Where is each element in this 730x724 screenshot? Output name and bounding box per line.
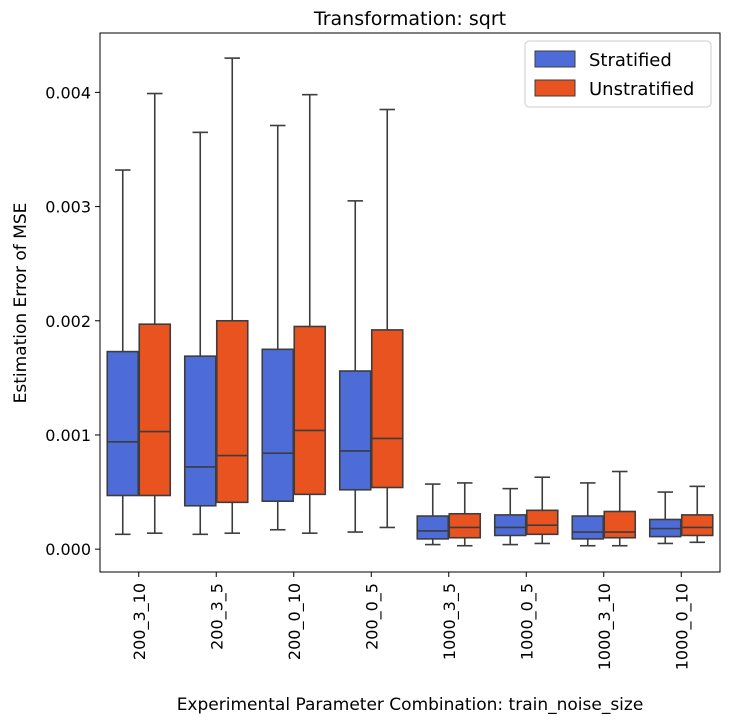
box-unstratified-1000_0_5 [525, 476, 559, 545]
x-tick-label: 200_0_10 [285, 583, 305, 660]
box-unstratified-200_0_10 [293, 93, 327, 534]
iqr-box [293, 325, 327, 496]
box-unstratified-1000_0_10 [680, 485, 714, 544]
box-unstratified-200_3_5 [215, 57, 249, 534]
iqr-box [416, 515, 450, 540]
x-axis-title: Experimental Parameter Combination: trai… [177, 695, 644, 715]
x-tick-label: 1000_3_5 [440, 583, 460, 660]
y-tick-label: 0.001 [45, 426, 91, 445]
y-tick-label: 0.002 [45, 312, 91, 331]
box-stratified-200_3_5 [183, 131, 217, 536]
y-tick-label: 0.003 [45, 198, 91, 217]
iqr-box [603, 510, 637, 539]
box-stratified-1000_0_5 [493, 487, 527, 546]
iqr-box [571, 515, 605, 540]
box-unstratified-200_0_5 [370, 108, 404, 529]
box-unstratified-1000_3_10 [603, 470, 637, 547]
y-tick-label: 0.000 [45, 540, 91, 559]
box-unstratified-200_3_10 [138, 92, 172, 534]
plot-area [106, 57, 714, 547]
box-stratified-200_3_10 [106, 169, 140, 536]
x-tick-label: 200_3_5 [207, 583, 227, 650]
iqr-box [338, 370, 372, 491]
x-tick-label: 1000_0_10 [672, 583, 692, 670]
iqr-box [493, 514, 527, 537]
chart-title: Transformation: sqrt [313, 8, 506, 30]
legend-label: Unstratified [589, 79, 694, 100]
box-stratified-1000_0_10 [648, 491, 682, 545]
iqr-box [183, 355, 217, 507]
box-unstratified-1000_3_5 [448, 482, 482, 547]
y-tick-label: 0.004 [45, 83, 91, 102]
legend: Stratified Unstratified [524, 40, 712, 108]
iqr-box [525, 509, 559, 536]
y-axis-title: Estimation Error of MSE [11, 203, 31, 404]
box-stratified-1000_3_5 [416, 483, 450, 546]
box-stratified-200_0_10 [261, 124, 295, 531]
iqr-box [138, 323, 172, 497]
iqr-box [106, 350, 140, 497]
iqr-box [215, 319, 249, 504]
plot-frame [99, 32, 721, 573]
box-stratified-1000_3_10 [571, 482, 605, 547]
iqr-box [680, 514, 714, 537]
iqr-box [261, 348, 295, 502]
legend-swatch [534, 79, 576, 97]
x-tick-label: 200_0_5 [362, 583, 382, 650]
x-tick-label: 1000_3_10 [595, 583, 615, 670]
x-tick-label: 200_3_10 [130, 583, 150, 660]
box-stratified-200_0_5 [338, 200, 372, 533]
iqr-box [448, 512, 482, 539]
legend-label: Stratified [589, 50, 672, 71]
legend-swatch [534, 50, 576, 68]
x-tick-label: 1000_0_5 [517, 583, 537, 660]
iqr-box [370, 329, 404, 489]
